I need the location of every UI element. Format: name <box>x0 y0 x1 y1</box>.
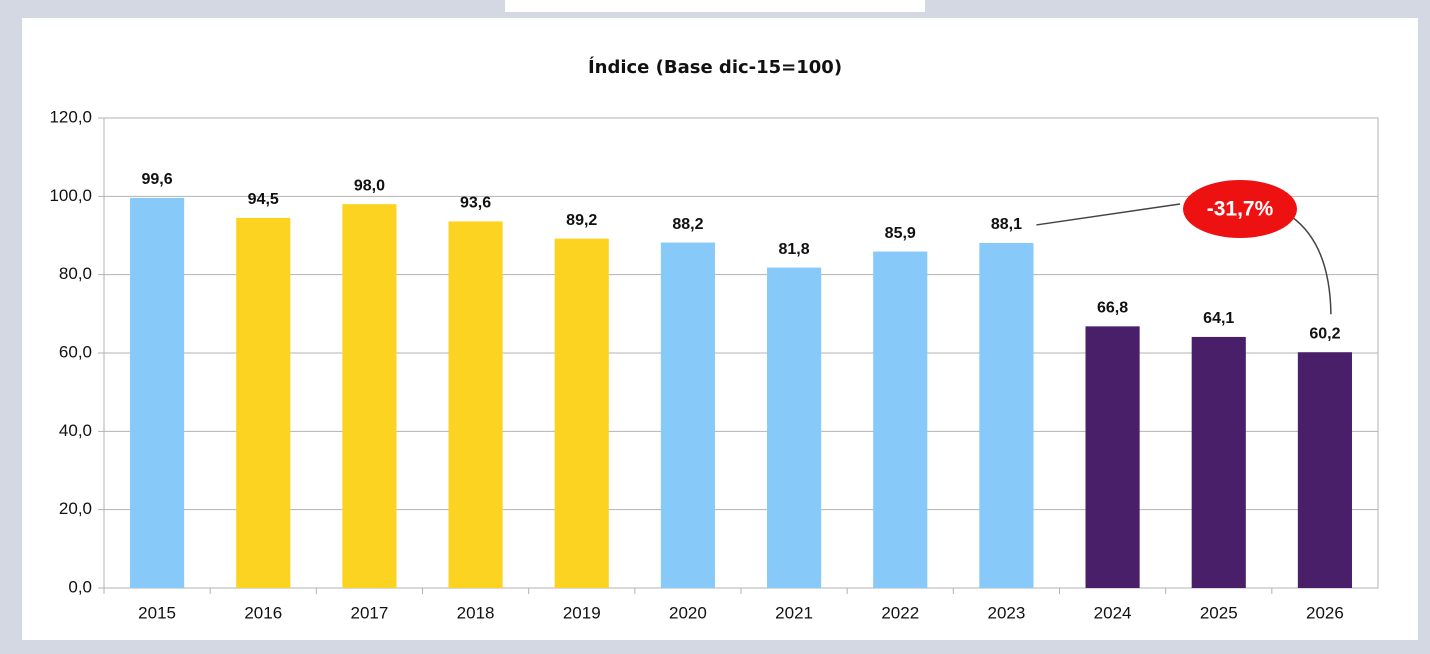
value-label: 81,8 <box>779 241 810 258</box>
y-tick-label: 20,0 <box>59 499 92 518</box>
x-tick-label: 2017 <box>351 603 389 622</box>
x-tick-label: 2015 <box>138 603 176 622</box>
bar <box>130 197 185 588</box>
x-tick-label: 2023 <box>988 603 1026 622</box>
y-tick-label: 120,0 <box>49 107 92 126</box>
top-banner <box>505 0 925 12</box>
value-label: 85,9 <box>885 225 916 242</box>
x-tick-label: 2026 <box>1306 603 1344 622</box>
x-tick-label: 2020 <box>669 603 707 622</box>
value-label: 88,2 <box>672 216 703 233</box>
bar <box>236 217 291 588</box>
bar <box>554 238 609 588</box>
callout-line <box>1291 216 1332 315</box>
value-label: 99,6 <box>142 171 173 188</box>
bar <box>767 267 822 588</box>
callout-line <box>1036 203 1181 226</box>
value-label: 88,1 <box>991 216 1022 233</box>
y-tick-label: 100,0 <box>49 186 92 205</box>
bar <box>1085 326 1140 588</box>
y-tick-label: 40,0 <box>59 421 92 440</box>
x-tick-label: 2016 <box>244 603 282 622</box>
y-tick-label: 80,0 <box>59 264 92 283</box>
value-label: 93,6 <box>460 195 491 212</box>
bar <box>1191 336 1246 588</box>
value-label: 94,5 <box>248 191 279 208</box>
bar <box>342 204 397 588</box>
bar <box>448 221 503 588</box>
bar <box>979 242 1034 589</box>
x-tick-label: 2019 <box>563 603 601 622</box>
x-tick-label: 2025 <box>1200 603 1238 622</box>
annotation-text: -31,7% <box>1207 198 1274 221</box>
bar <box>873 251 928 588</box>
bar <box>1297 352 1352 588</box>
x-tick-label: 2021 <box>775 603 813 622</box>
value-label: 64,1 <box>1203 310 1234 327</box>
value-label: 98,0 <box>354 177 385 194</box>
annotation-badge <box>1183 180 1297 238</box>
value-label: 89,2 <box>566 212 597 229</box>
y-tick-label: 60,0 <box>59 342 92 361</box>
bar <box>660 242 715 589</box>
value-label: 60,2 <box>1309 325 1340 342</box>
value-label: 66,8 <box>1097 300 1128 317</box>
x-tick-label: 2024 <box>1094 603 1132 622</box>
y-tick-label: 0,0 <box>68 577 92 596</box>
chart-title: Índice (Base dic-15=100) <box>588 56 842 78</box>
x-tick-label: 2022 <box>881 603 919 622</box>
x-tick-label: 2018 <box>457 603 495 622</box>
